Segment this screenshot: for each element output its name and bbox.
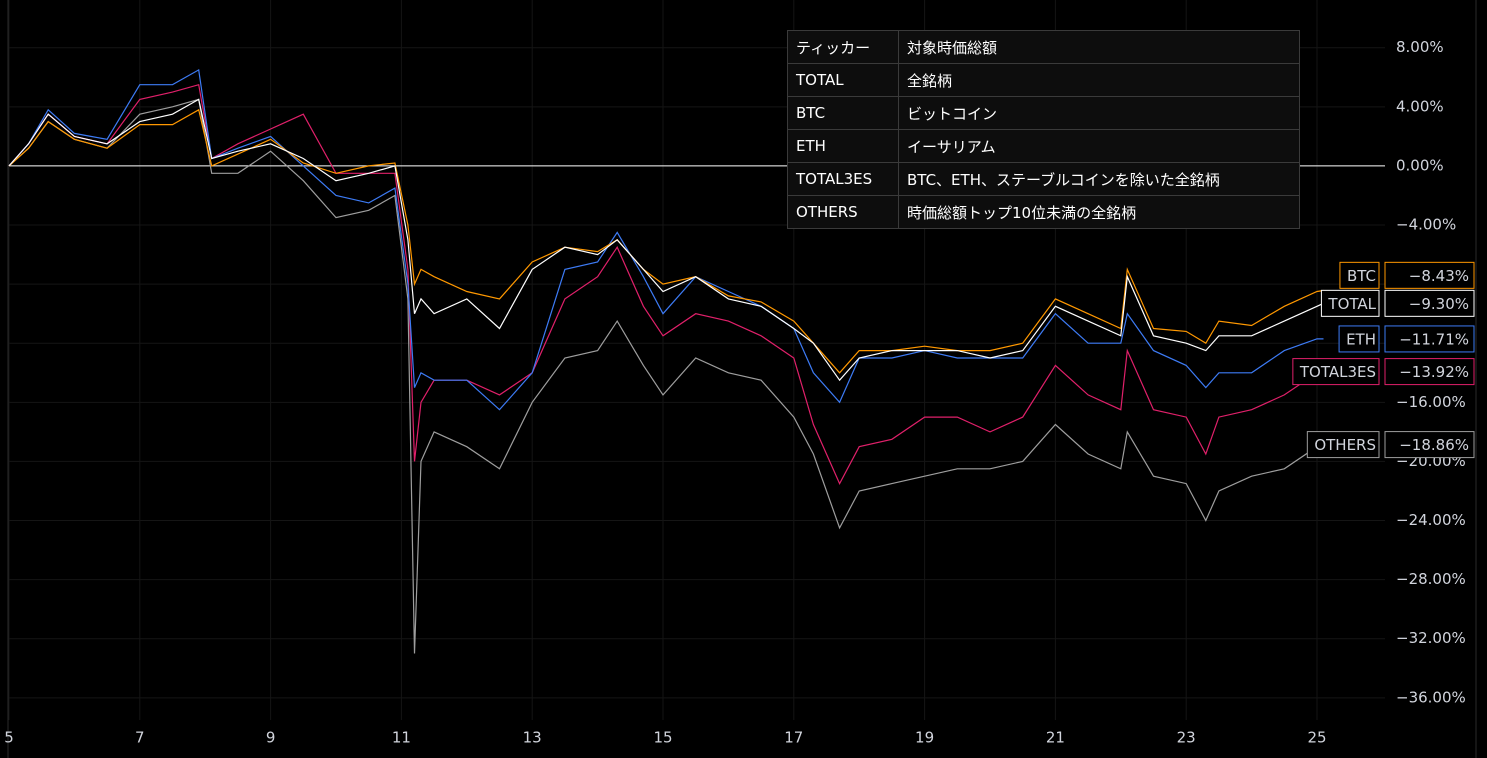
end-label-name-box: [1320, 289, 1380, 317]
end-label-value: −11.71%: [1399, 330, 1469, 348]
table-cell: TOTAL: [787, 63, 899, 97]
end-label-name: ETH: [1346, 330, 1376, 348]
end-label-value: −18.86%: [1399, 436, 1469, 454]
table-cell: ティッカー: [787, 30, 899, 64]
end-label-value: −8.43%: [1409, 267, 1469, 285]
end-label-value: −13.92%: [1399, 363, 1469, 381]
table-cell: OTHERS: [787, 195, 899, 229]
legend-table: ティッカー 対象時価総額 TOTAL 全銘柄 BTC ビットコイン ETH イーサリアム TOT…: [787, 30, 1300, 229]
end-label-name: TOTAL3ES: [1299, 363, 1376, 381]
x-tick-label: 25: [1307, 729, 1326, 747]
end-label-name: TOTAL: [1327, 295, 1376, 313]
end-label-value-box: [1384, 289, 1475, 317]
end-label: ETH −11.71%: [1338, 325, 1475, 353]
end-label-value-box: [1384, 261, 1475, 289]
table-row: ETH イーサリアム: [787, 129, 1300, 163]
x-tick-label: 7: [135, 729, 145, 747]
x-tick-label: 23: [1177, 729, 1196, 747]
y-tick-label: −16.00%: [1396, 393, 1466, 411]
table-row: TOTAL 全銘柄: [787, 63, 1300, 97]
end-label-value-box: [1384, 325, 1475, 353]
x-tick-label: 9: [266, 729, 276, 747]
series-line: [8, 98, 1324, 654]
series-line: [8, 98, 1324, 382]
end-label-name-box: [1338, 325, 1380, 353]
y-tick-label: −28.00%: [1396, 570, 1466, 588]
end-label: TOTAL3ES −13.92%: [1292, 358, 1475, 386]
y-tick-label: 0.00%: [1396, 156, 1444, 174]
x-tick-label: 15: [653, 729, 672, 747]
end-label: OTHERS −18.86%: [1306, 431, 1475, 459]
table-cell: ETH: [787, 129, 899, 163]
table-row: OTHERS 時価総額トップ10位未満の全銘柄: [787, 195, 1300, 229]
table-cell: BTC、ETH、ステーブルコインを除いた全銘柄: [898, 162, 1300, 196]
table-header: ティッカー 対象時価総額: [787, 30, 1300, 64]
table-cell: ビットコイン: [898, 96, 1300, 130]
table-cell: 対象時価総額: [898, 30, 1300, 64]
table-cell: 全銘柄: [898, 63, 1300, 97]
end-label-value: −9.30%: [1409, 295, 1469, 313]
x-tick-label: 13: [523, 729, 542, 747]
end-label-name: OTHERS: [1314, 436, 1376, 454]
x-tick-label: 17: [784, 729, 803, 747]
end-label: TOTAL −9.30%: [1320, 289, 1475, 317]
table-cell: BTC: [787, 96, 899, 130]
y-tick-label: −4.00%: [1396, 216, 1456, 234]
table-cell: TOTAL3ES: [787, 162, 899, 196]
end-label-name: BTC: [1347, 267, 1376, 285]
end-label-value-box: [1384, 358, 1475, 386]
y-tick-label: 4.00%: [1396, 97, 1444, 115]
end-label: BTC −8.43%: [1339, 261, 1475, 289]
end-label-name-box: [1339, 261, 1380, 289]
table-cell: イーサリアム: [898, 129, 1300, 163]
series-line: [8, 83, 1324, 485]
table-row: BTC ビットコイン: [787, 96, 1300, 130]
x-tick-label: 5: [4, 729, 14, 747]
y-tick-label: −36.00%: [1396, 688, 1466, 706]
y-tick-label: −24.00%: [1396, 511, 1466, 529]
x-tick-label: 11: [392, 729, 411, 747]
end-label-name-box: [1306, 431, 1380, 459]
y-tick-label: 8.00%: [1396, 38, 1444, 56]
end-label-name-box: [1292, 358, 1380, 386]
table-cell: 時価総額トップ10位未満の全銘柄: [898, 195, 1300, 229]
y-tick-label: −32.00%: [1396, 629, 1466, 647]
x-tick-label: 21: [1046, 729, 1065, 747]
x-tick-label: 19: [915, 729, 934, 747]
table-row: TOTAL3ES BTC、ETH、ステーブルコインを除いた全銘柄: [787, 162, 1300, 196]
series-line: [8, 68, 1324, 411]
end-label-value-box: [1384, 431, 1475, 459]
